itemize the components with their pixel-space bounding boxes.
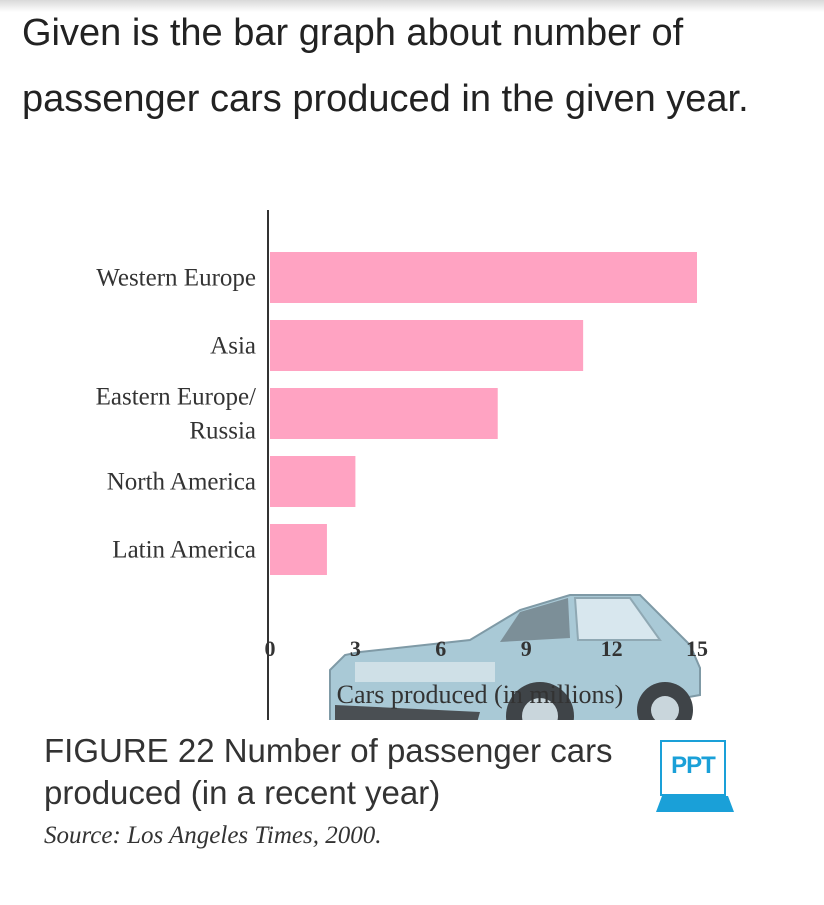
ppt-screen: PPT [660, 740, 726, 796]
ppt-label: PPT [671, 752, 716, 779]
bar-2 [270, 320, 584, 371]
x-axis-title: Cars produced (in millions) [337, 680, 624, 709]
figure-caption: FIGURE 22 Number of passenger cars produ… [44, 732, 613, 811]
x-axis-ticks: 0 3 6 9 12 15 [265, 636, 709, 661]
tick-label-6: 6 [435, 636, 446, 661]
tick-label-12: 12 [601, 636, 623, 661]
bar-1 [270, 252, 697, 303]
bar-4 [270, 456, 356, 507]
ppt-base [656, 796, 734, 812]
tick-label-3: 3 [350, 636, 361, 661]
tick-label-15: 15 [686, 636, 708, 661]
category-labels: Western Europe Asia Eastern Europe/Russia N… [96, 265, 256, 564]
car-illustration [329, 594, 701, 720]
tick-label-9: 9 [521, 636, 532, 661]
bar-5 [270, 524, 327, 575]
bars-layer [270, 252, 697, 575]
category-label-5: Latin America [112, 537, 256, 564]
tick-label-0: 0 [265, 636, 276, 661]
bar-chart: Western Europe Asia Eastern Europe/Russia N… [96, 210, 709, 720]
ppt-icon[interactable]: PPT [656, 740, 734, 816]
bar-3 [270, 388, 498, 439]
category-label-1: Western Europe [96, 265, 256, 292]
question-text: Given is the bar graph about number of p… [22, 12, 749, 120]
category-label-2: Asia [210, 333, 256, 360]
category-label-4: North America [107, 469, 256, 496]
category-label-3: Eastern Europe/Russia [96, 384, 256, 445]
top-shadow [0, 0, 824, 12]
figure-source: Source: Los Angeles Times, 2000. [44, 822, 382, 849]
